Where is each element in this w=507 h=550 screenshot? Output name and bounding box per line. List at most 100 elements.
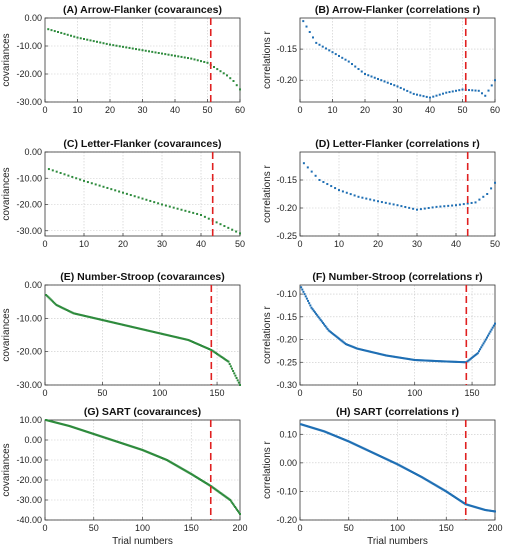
data-point <box>356 347 359 350</box>
data-point <box>91 316 94 319</box>
data-point <box>171 335 174 338</box>
data-point <box>477 89 480 92</box>
panel-title: (A) Arrow-Flanker (covaraınces) <box>63 4 222 16</box>
data-point <box>99 318 102 321</box>
data-point <box>435 360 438 363</box>
data-point <box>343 342 346 345</box>
data-point <box>310 170 313 173</box>
data-point <box>365 349 368 352</box>
data-point <box>306 166 309 169</box>
data-point <box>325 326 328 329</box>
data-point <box>419 94 422 97</box>
y-tick-label: -10.00 <box>16 313 42 323</box>
data-point <box>342 341 345 344</box>
y-tick-label: -0.25 <box>276 231 297 241</box>
data-point <box>83 314 85 317</box>
y-axis-label: correlations r <box>262 305 273 363</box>
data-point <box>419 208 422 211</box>
data-point <box>316 314 319 317</box>
data-point <box>393 84 396 87</box>
data-point <box>214 352 217 355</box>
data-point <box>353 194 356 197</box>
data-point <box>388 202 391 205</box>
data-point <box>494 510 496 513</box>
data-point <box>143 328 146 331</box>
data-point <box>63 32 66 35</box>
data-point <box>455 204 457 207</box>
data-point <box>148 50 150 53</box>
data-point <box>134 326 137 329</box>
data-point <box>181 337 184 340</box>
data-point <box>373 351 376 354</box>
series-points <box>47 168 241 235</box>
data-point <box>118 190 121 193</box>
data-point <box>449 360 452 363</box>
data-point <box>64 308 67 311</box>
data-point <box>318 179 321 181</box>
data-point <box>373 76 376 79</box>
data-point <box>127 325 130 328</box>
data-point <box>380 79 383 82</box>
data-point <box>61 306 64 309</box>
data-point <box>346 343 349 346</box>
data-point <box>111 321 114 324</box>
data-point <box>46 295 49 298</box>
data-point <box>403 357 406 360</box>
data-point <box>370 350 373 353</box>
data-point <box>473 354 476 357</box>
data-point <box>458 203 461 206</box>
data-point <box>110 321 113 324</box>
data-point <box>162 333 165 336</box>
data-point <box>196 212 199 215</box>
x-tick-label: 50 <box>89 523 99 533</box>
data-point <box>153 201 156 204</box>
data-point <box>89 316 92 319</box>
data-point <box>305 297 308 300</box>
data-point <box>444 360 447 363</box>
data-point <box>404 205 407 208</box>
data-point <box>238 511 241 514</box>
data-point <box>164 204 167 207</box>
x-tick-label: 20 <box>373 239 383 249</box>
data-point <box>307 299 310 302</box>
data-point <box>161 52 163 55</box>
data-point <box>66 33 69 36</box>
x-tick-label: 150 <box>465 388 480 398</box>
panel-title: (F) Number-Stroop (correlations r) <box>312 271 482 283</box>
x-tick-label: 150 <box>439 523 454 533</box>
data-point <box>239 88 241 91</box>
data-point <box>421 359 424 362</box>
x-tick-label: 200 <box>232 523 247 533</box>
data-point <box>412 358 415 361</box>
data-point <box>193 341 196 344</box>
panel-d: 0 10 20 30 40 50 -0.15 -0.20 -0.25 (D) Letter-Fla… <box>262 138 500 249</box>
y-tick-label: -0.10 <box>276 486 297 496</box>
data-point <box>392 203 395 206</box>
x-tick-label: 10 <box>334 239 344 249</box>
data-point <box>178 336 181 339</box>
data-point <box>377 352 379 355</box>
data-point <box>49 298 52 301</box>
data-point <box>193 58 196 61</box>
data-point <box>379 353 382 356</box>
data-point <box>203 60 206 63</box>
data-point <box>429 96 431 99</box>
data-point <box>89 39 92 42</box>
data-point <box>419 359 422 362</box>
data-point <box>410 358 413 361</box>
data-point <box>458 89 461 92</box>
data-point <box>452 360 455 363</box>
data-point <box>139 327 142 330</box>
data-point <box>369 198 372 201</box>
data-point <box>344 58 347 61</box>
data-point <box>87 315 90 318</box>
x-tick-label: 100 <box>390 523 405 533</box>
data-point <box>437 360 440 363</box>
data-point <box>233 372 236 375</box>
x-tick-label: 10 <box>327 105 337 115</box>
data-point <box>51 169 54 172</box>
data-point <box>229 365 232 368</box>
data-point <box>83 179 85 182</box>
data-point <box>110 188 113 191</box>
data-point <box>175 336 178 339</box>
